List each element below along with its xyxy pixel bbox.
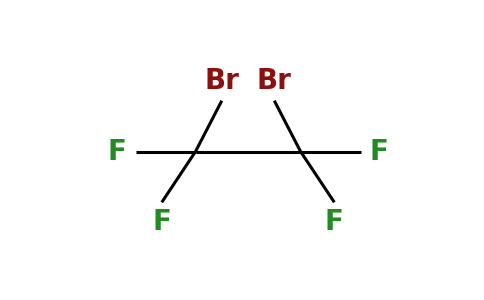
Text: Br: Br [204,67,239,95]
Text: F: F [107,137,126,166]
Text: F: F [370,137,389,166]
Text: F: F [325,208,344,236]
Text: F: F [152,208,171,236]
Text: Br: Br [257,67,292,95]
